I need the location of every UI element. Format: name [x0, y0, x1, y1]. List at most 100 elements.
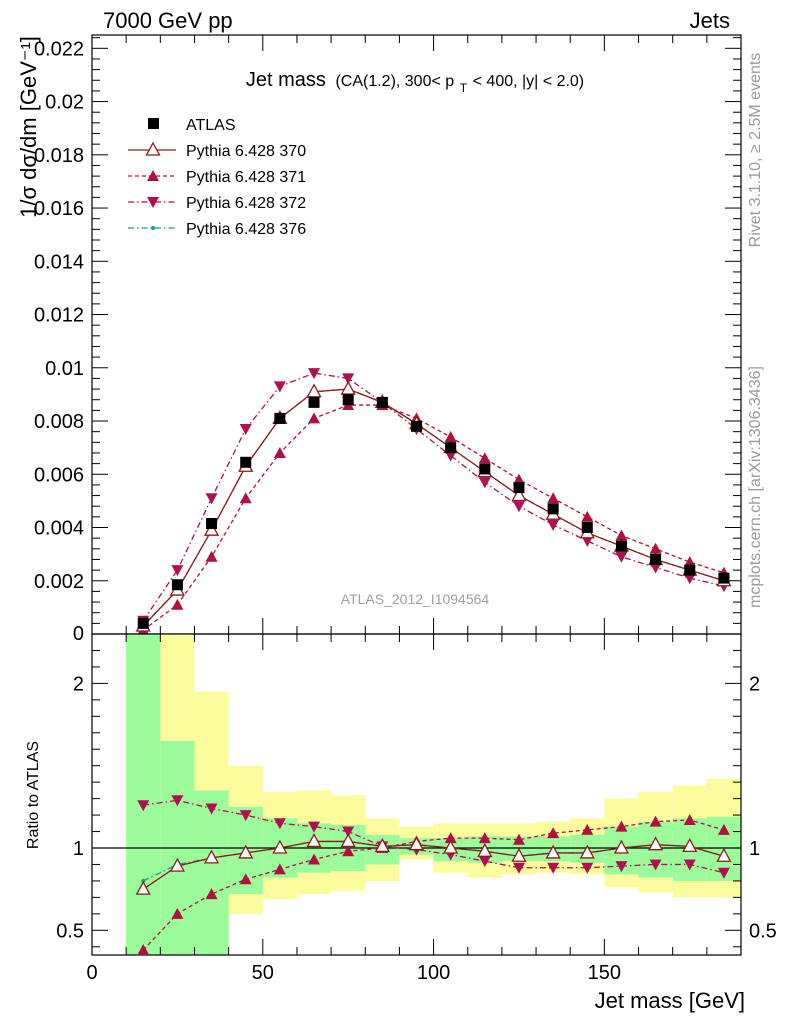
- ratio-point-p372-4: [273, 818, 286, 830]
- main-point-p372-14: [615, 551, 628, 563]
- watermark: ATLAS_2012_I1094564: [341, 591, 490, 607]
- legend-label-p376: Pythia 6.428 376: [186, 221, 306, 238]
- main-point-p372-12: [547, 519, 560, 531]
- ratio-point-p371-9: [444, 832, 457, 844]
- ratio-point-p372-1: [171, 795, 184, 807]
- main-point-atlas-8: [411, 420, 422, 432]
- xtick-label: 150: [588, 962, 621, 984]
- legend-entry-p370: Pythia 6.428 370: [128, 141, 306, 160]
- plot-title: Jet mass (CA(1.2), 300< p T < 400, |y| <…: [246, 69, 584, 97]
- ratio-point-p372-2: [205, 803, 218, 815]
- ratio-point-p370-14: [613, 839, 630, 854]
- main-point-p371-14: [615, 529, 628, 541]
- main-point-atlas-2: [206, 518, 218, 530]
- ratio-point-p370-11: [511, 847, 527, 862]
- plot-title-cuts-a: (CA(1.2), 300< p: [335, 73, 454, 90]
- mcplots-label: mcplots.cern.ch [arXiv:1306.3436]: [747, 366, 764, 608]
- xtick-label: 100: [417, 962, 450, 984]
- header-right: Jets: [690, 8, 730, 33]
- main-line-p376: [142, 388, 725, 626]
- main-ylabel: 1/σ dσ/dm [GeV⁻¹]: [16, 36, 41, 218]
- ratio-point-p370-15: [648, 836, 664, 851]
- ratio-point-p372-11: [512, 862, 525, 874]
- ratio-point-p372-10: [478, 856, 491, 868]
- legend-marker-atlas: [148, 118, 159, 129]
- main-point-atlas-16: [684, 564, 696, 576]
- main-point-p370-2: [203, 521, 220, 536]
- ratio-point-p371-11: [512, 833, 525, 845]
- main-point-atlas-13: [581, 522, 593, 534]
- main-point-p370-11: [511, 487, 527, 502]
- ratio-point-p370-5: [306, 833, 322, 848]
- main-point-p372-15: [649, 562, 662, 574]
- main-ytick-label: 0.004: [34, 518, 84, 540]
- ratio-point-p371-0: [137, 944, 150, 956]
- main-ytick-label: 0.02: [45, 92, 84, 114]
- ratio-point-p370-0: [135, 880, 151, 895]
- ratio-point-p370-6: [340, 833, 356, 848]
- header-left: 7000 GeV pp: [103, 8, 233, 33]
- ratio-line-p371: [142, 819, 725, 951]
- ratio-point-p372-12: [547, 862, 560, 874]
- main-point-p370-6: [340, 380, 356, 395]
- main-point-atlas-7: [376, 396, 388, 408]
- ratio-point-p372-5: [308, 821, 321, 833]
- plot-title-main: Jet mass: [246, 69, 326, 91]
- main-point-p371-13: [581, 510, 594, 522]
- main-point-atlas-5: [308, 396, 320, 408]
- ratio-point-p370-8: [408, 836, 425, 851]
- ratio-ylabel: Ratio to ATLAS: [25, 741, 42, 849]
- ratio-point-p370-9: [443, 839, 459, 854]
- ratio-panel: 0.5 0.5 1 1 2 2 0 50 100 150: [56, 633, 777, 984]
- main-point-atlas-10: [479, 463, 491, 475]
- ratio-point-p371-17: [717, 823, 730, 835]
- main-ytick-label: 0.01: [45, 358, 84, 380]
- legend-marker-p371: [147, 170, 159, 181]
- main-ytick-label: 0.022: [34, 38, 84, 60]
- legend-marker-p376: [151, 226, 155, 230]
- ratio-point-p371-13: [581, 823, 594, 835]
- main-line-p371: [142, 404, 725, 631]
- ratio-line-p370: [142, 840, 725, 890]
- main-point-atlas-15: [650, 553, 662, 565]
- ratio-point-p371-14: [615, 820, 628, 832]
- main-ytick-label: 0.006: [34, 464, 84, 486]
- main-point-p372-13: [581, 535, 594, 547]
- main-point-p371-16: [683, 556, 696, 568]
- main-point-atlas-11: [513, 482, 525, 494]
- ratio-ytick-label-left: 2: [73, 673, 84, 695]
- main-point-p371-3: [239, 492, 252, 504]
- main-point-p371-2: [205, 550, 218, 562]
- ratio-point-p371-15: [649, 815, 662, 827]
- legend-entry-atlas: ATLAS: [148, 117, 236, 134]
- ratio-point-p370-4: [272, 839, 288, 854]
- ratio-point-p372-6: [342, 826, 355, 838]
- ratio-point-p372-17: [717, 867, 730, 879]
- ratio-band-inner-2: [194, 790, 229, 955]
- xtick-label: 50: [252, 962, 274, 984]
- main-point-atlas-6: [342, 394, 354, 406]
- main-panel: 0.002 0.004 0.006 0.008 0.01 0.012 0.014 0.016 0…: [34, 34, 742, 645]
- ratio-point-p371-5: [308, 853, 321, 865]
- main-point-p372-3: [239, 424, 252, 436]
- legend-marker-p372: [147, 197, 159, 208]
- ratio-line-p372: [143, 799, 725, 874]
- main-point-atlas-14: [615, 540, 627, 552]
- ratio-point-p372-3: [239, 810, 252, 822]
- main-point-atlas-3: [240, 456, 252, 468]
- ratio-point-p372-14: [615, 861, 628, 873]
- main-point-atlas-4: [274, 412, 286, 424]
- xtick-label: 0: [86, 962, 97, 984]
- legend-label-p370: Pythia 6.428 370: [186, 143, 306, 160]
- main-point-p372-4: [273, 381, 286, 393]
- ratio-ytick-label-left: 1: [73, 838, 84, 860]
- ratio-ytick-label-right: 1: [749, 838, 760, 860]
- ratio-point-p370-2: [203, 849, 220, 864]
- legend-marker-p370: [145, 141, 161, 156]
- ratio-point-p371-12: [547, 827, 560, 839]
- legend-entry-p371: Pythia 6.428 371: [128, 169, 306, 186]
- plot-title-cuts-sub: T: [460, 81, 468, 95]
- ratio-point-p371-2: [205, 888, 218, 900]
- legend: ATLAS Pythia 6.428 370 Pythia 6.428 371 …: [128, 117, 306, 238]
